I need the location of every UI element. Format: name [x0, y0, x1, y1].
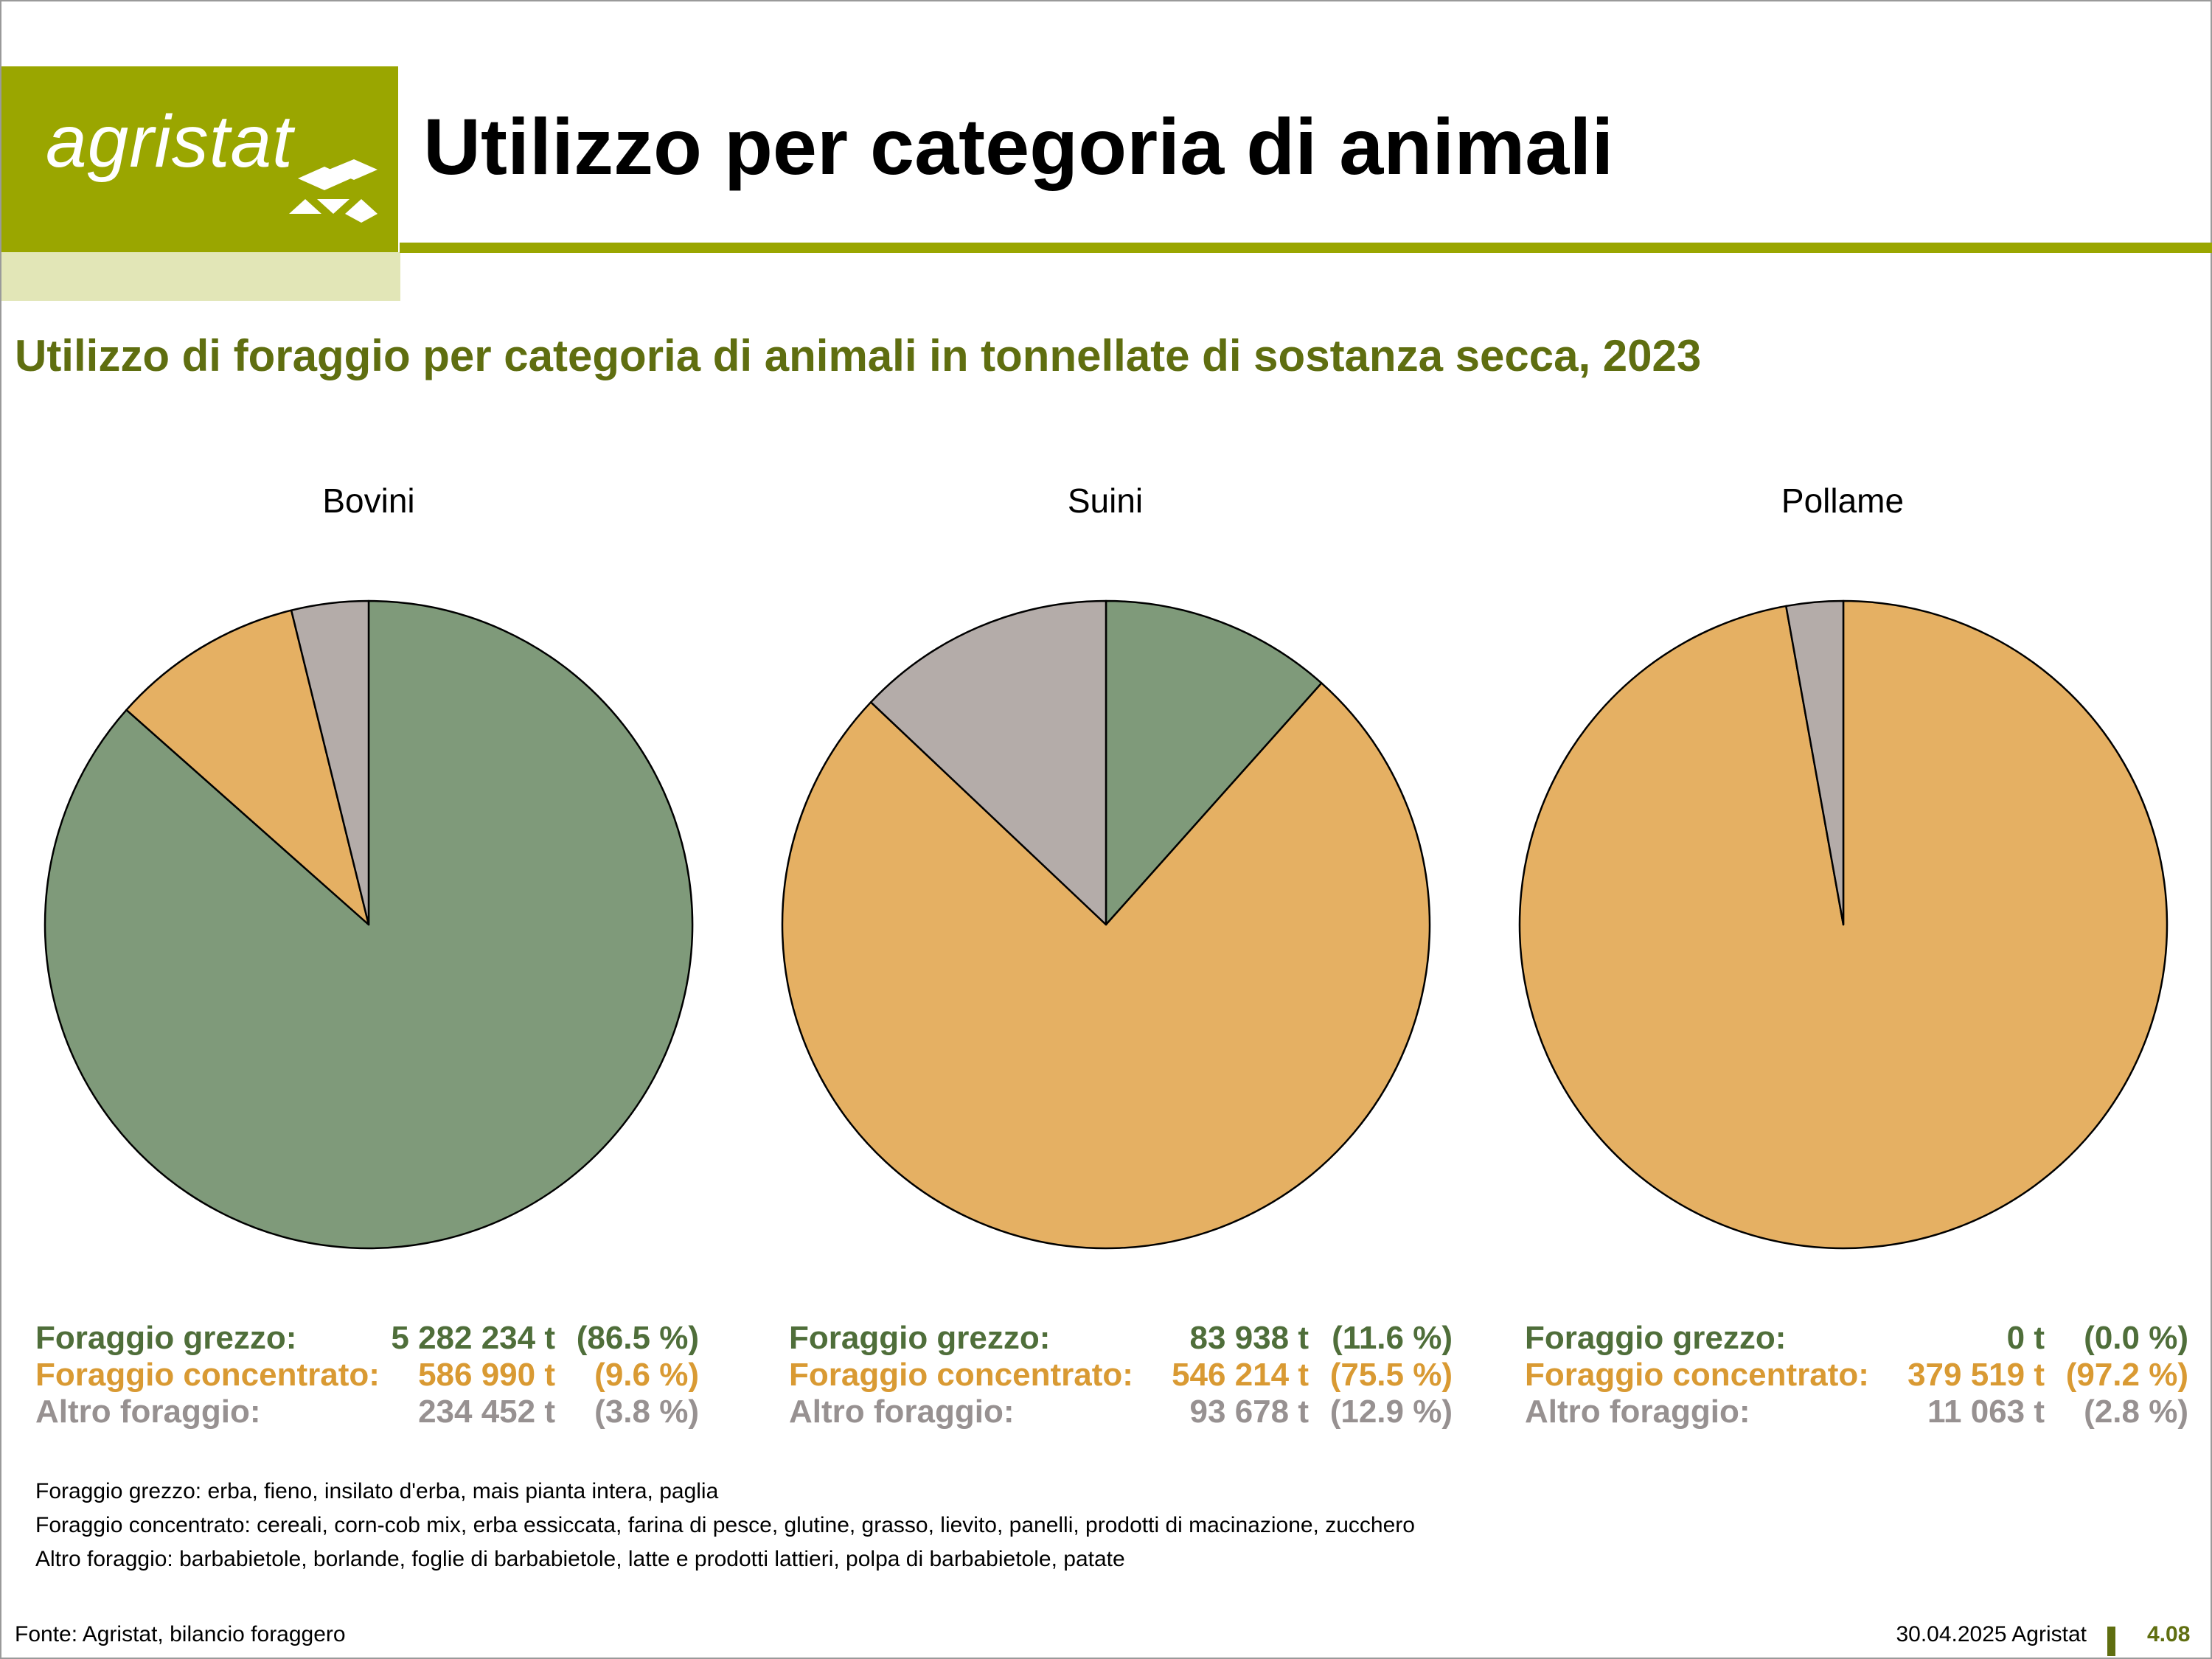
legend-label: Altro foraggio:	[789, 1394, 1015, 1430]
legend-row: Altro foraggio: 11 063 t (2.8 %)	[1525, 1394, 2188, 1430]
legend-percent: (12.9 %)	[1329, 1394, 1453, 1430]
page-title: Utilizzo per categoria di animali	[423, 102, 1614, 191]
legend-row: Foraggio grezzo: 5 282 234 t (86.5 %)	[35, 1320, 699, 1357]
legend-label: Foraggio concentrato:	[35, 1357, 380, 1393]
legend-value: 5 282 234 t	[391, 1320, 555, 1356]
legend-label: Foraggio concentrato:	[1525, 1357, 1869, 1393]
logo-block	[1, 66, 398, 252]
pie-slice-foraggio-concentrato	[125, 609, 370, 926]
legend-bovini: Foraggio grezzo: 5 282 234 t (86.5 %) Fo…	[35, 1320, 699, 1430]
pie-slice-altro-foraggio	[290, 599, 370, 926]
pie-chart-suini	[781, 599, 1431, 1250]
legend-row: Foraggio concentrato: 379 519 t (97.2 %)	[1525, 1357, 2188, 1394]
legend-percent: (86.5 %)	[576, 1320, 699, 1356]
legend-value: 234 452 t	[418, 1394, 555, 1430]
legend-label: Foraggio concentrato:	[789, 1357, 1133, 1393]
legend-suini: Foraggio grezzo: 83 938 t (11.6 %) Forag…	[789, 1320, 1453, 1430]
logo-triangles-icon	[289, 159, 378, 223]
legend-label: Foraggio grezzo:	[1525, 1320, 1787, 1356]
legend-percent: (97.2 %)	[2065, 1357, 2188, 1393]
legend-percent: (3.8 %)	[594, 1394, 699, 1430]
legend-value: 83 938 t	[1189, 1320, 1309, 1356]
pie-chart-bovini	[44, 599, 694, 1250]
footer-date: 30.04.2025 Agristat	[1896, 1622, 2087, 1646]
legend-percent: (0.0 %)	[2084, 1320, 2188, 1356]
note-line: Altro foraggio: barbabietole, borlande, …	[35, 1547, 1125, 1571]
legend-value: 546 214 t	[1172, 1357, 1309, 1393]
pie-title-suini: Suini	[1067, 481, 1144, 520]
note-line: Foraggio concentrato: cereali, corn-cob …	[35, 1513, 1415, 1537]
legend-percent: (9.6 %)	[594, 1357, 699, 1393]
legend-row: Foraggio grezzo: 0 t (0.0 %)	[1525, 1320, 2188, 1357]
footer-divider	[2107, 1627, 2115, 1656]
legend-percent: (75.5 %)	[1329, 1357, 1453, 1393]
legend-row: Altro foraggio: 234 452 t (3.8 %)	[35, 1394, 699, 1430]
legend-row: Foraggio concentrato: 546 214 t (75.5 %)	[789, 1357, 1453, 1394]
pie-title-bovini: Bovini	[322, 481, 415, 520]
pie-title-pollame: Pollame	[1781, 481, 1905, 520]
legend-pollame: Foraggio grezzo: 0 t (0.0 %) Foraggio co…	[1525, 1320, 2188, 1430]
logo-underlay	[1, 252, 400, 301]
footer-source: Fonte: Agristat, bilancio foraggero	[15, 1622, 346, 1646]
legend-label: Altro foraggio:	[1525, 1394, 1750, 1430]
legend-label: Foraggio grezzo:	[35, 1320, 297, 1356]
legend-percent: (2.8 %)	[2084, 1394, 2188, 1430]
page-number: 4.08	[2147, 1622, 2191, 1646]
pie-slice-altro-foraggio	[1785, 599, 1845, 926]
legend-value: 0 t	[2006, 1320, 2045, 1356]
legend-percent: (11.6 %)	[1332, 1320, 1453, 1356]
legend-row: Foraggio grezzo: 83 938 t (11.6 %)	[789, 1320, 1453, 1357]
legend-value: 11 063 t	[1927, 1394, 2045, 1430]
pie-chart-pollame	[1518, 599, 2168, 1250]
pie-slice-altro-foraggio	[869, 599, 1107, 926]
legend-value: 93 678 t	[1189, 1394, 1309, 1430]
legend-label: Altro foraggio:	[35, 1394, 261, 1430]
note-line: Foraggio grezzo: erba, fieno, insilato d…	[35, 1479, 719, 1503]
logo-wordmark: agristat	[46, 100, 293, 183]
pie-slice-foraggio-grezzo	[1105, 599, 1323, 926]
legend-row: Altro foraggio: 93 678 t (12.9 %)	[789, 1394, 1453, 1430]
chart-subtitle: Utilizzo di foraggio per categoria di an…	[15, 331, 1702, 380]
definitions-notes: Foraggio grezzo: erba, fieno, insilato d…	[35, 1475, 1415, 1576]
pie-slice-foraggio-concentrato	[781, 682, 1431, 1250]
header-rule	[400, 243, 2212, 253]
legend-value: 379 519 t	[1907, 1357, 2045, 1393]
legend-value: 586 990 t	[418, 1357, 555, 1393]
legend-label: Foraggio grezzo:	[789, 1320, 1051, 1356]
legend-row: Foraggio concentrato: 586 990 t (9.6 %)	[35, 1357, 699, 1394]
